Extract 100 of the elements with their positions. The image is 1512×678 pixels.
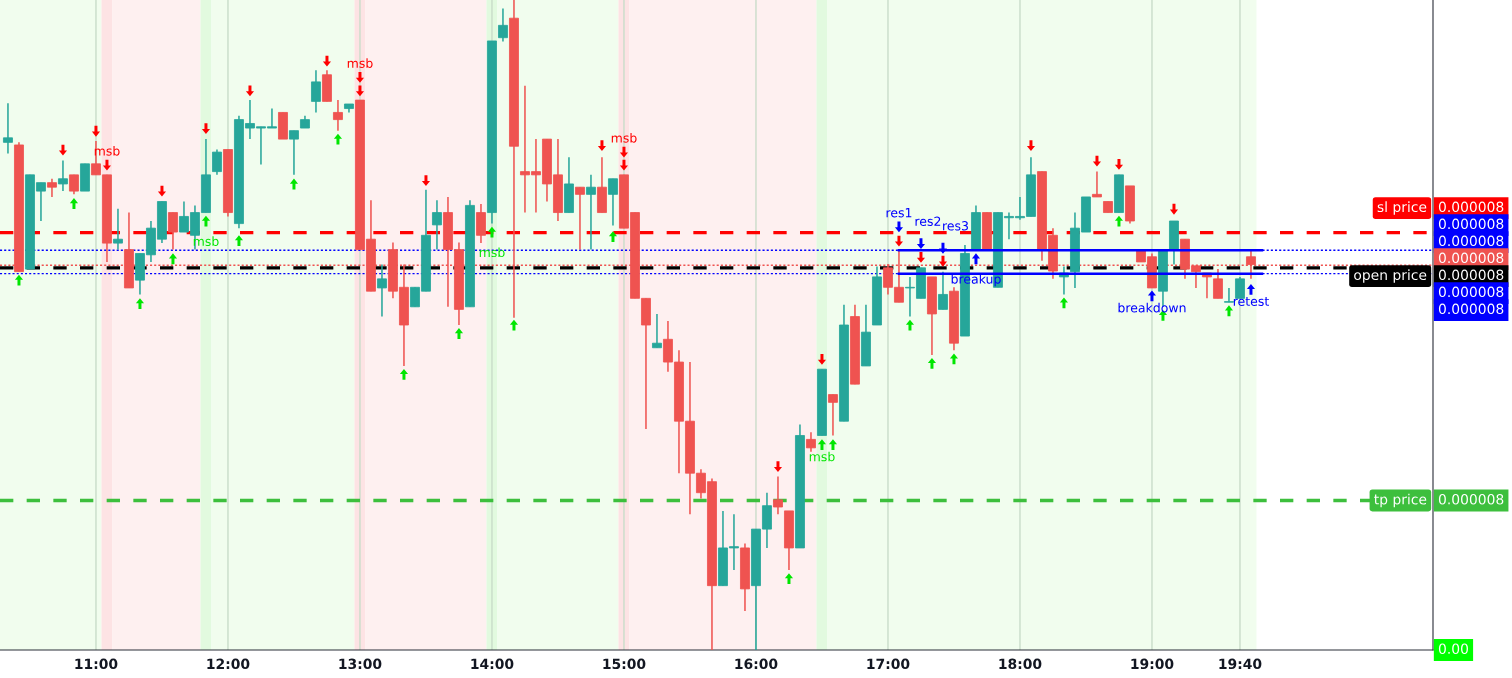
candlestick bbox=[575, 186, 585, 251]
point bbox=[454, 328, 464, 339]
point bbox=[1114, 158, 1124, 170]
ref-line-label: open price bbox=[1354, 269, 1427, 283]
point bbox=[102, 159, 112, 171]
candlestick bbox=[168, 211, 178, 251]
point bbox=[1147, 290, 1157, 302]
point bbox=[619, 146, 629, 158]
text: 0.00 bbox=[1438, 643, 1468, 655]
text: 0.000008 bbox=[1438, 303, 1504, 315]
point bbox=[938, 242, 948, 254]
point bbox=[905, 319, 915, 331]
candlestick bbox=[498, 7, 508, 43]
point bbox=[58, 144, 68, 156]
candlestick bbox=[828, 393, 838, 437]
candlestick bbox=[608, 177, 618, 227]
point bbox=[487, 226, 497, 238]
point bbox=[894, 221, 904, 233]
point bbox=[938, 255, 948, 267]
candlestick bbox=[333, 99, 343, 132]
candlestick bbox=[652, 313, 662, 349]
point bbox=[971, 253, 981, 265]
text: 0.000008 bbox=[1438, 286, 1504, 298]
annotation: breakdown bbox=[1118, 302, 1186, 313]
x-tick-label: 12:00 bbox=[207, 658, 250, 670]
annotation: msb bbox=[94, 145, 120, 156]
point bbox=[1059, 297, 1069, 309]
text: 0.000008 bbox=[1438, 252, 1504, 264]
point bbox=[355, 85, 365, 97]
point bbox=[201, 123, 211, 135]
candlestick bbox=[47, 177, 57, 198]
point bbox=[784, 573, 794, 584]
point bbox=[168, 253, 178, 265]
point bbox=[916, 238, 926, 250]
point bbox=[69, 198, 79, 209]
point bbox=[1114, 215, 1124, 227]
candlestick bbox=[113, 207, 123, 251]
text: 0.000008 bbox=[1438, 235, 1504, 247]
text: 0.000008 bbox=[1438, 218, 1504, 230]
point bbox=[608, 231, 618, 243]
point bbox=[1092, 155, 1102, 167]
point bbox=[157, 185, 167, 197]
point bbox=[1246, 283, 1256, 295]
candlestick bbox=[69, 174, 79, 196]
point bbox=[619, 159, 629, 171]
ref-line-label: tp price bbox=[1374, 493, 1427, 508]
point bbox=[597, 140, 607, 151]
x-tick-label: 16:00 bbox=[735, 658, 778, 670]
candlestick bbox=[586, 174, 596, 251]
point bbox=[355, 71, 365, 83]
point bbox=[322, 55, 332, 67]
x-tick-label: 18:00 bbox=[999, 658, 1042, 670]
point bbox=[1169, 203, 1179, 215]
point bbox=[916, 251, 926, 263]
annotation: msb bbox=[611, 132, 637, 143]
point bbox=[135, 298, 145, 310]
annotation: retest bbox=[1233, 297, 1269, 306]
x-tick-label: 19:40 bbox=[1219, 658, 1262, 670]
point bbox=[201, 215, 211, 227]
x-tick-label: 14:00 bbox=[471, 658, 514, 670]
point bbox=[245, 85, 255, 97]
point bbox=[399, 369, 409, 380]
candlestick bbox=[476, 203, 486, 244]
ref-line-label: sl price bbox=[1377, 201, 1427, 215]
candlestick bbox=[1213, 268, 1223, 300]
x-tick-label: 19:00 bbox=[1131, 658, 1174, 670]
annotation: msb bbox=[347, 58, 373, 68]
x-tick-label: 17:00 bbox=[867, 658, 910, 670]
annotation: res2 bbox=[915, 216, 941, 226]
x-tick-label: 15:00 bbox=[603, 658, 646, 670]
point bbox=[1026, 140, 1036, 151]
candlestick bbox=[806, 431, 816, 453]
point bbox=[234, 235, 244, 246]
point bbox=[828, 439, 838, 451]
annotation: res1 bbox=[886, 208, 912, 218]
point bbox=[91, 125, 101, 137]
x-tick-label: 13:00 bbox=[339, 658, 382, 670]
point bbox=[421, 175, 431, 187]
point bbox=[927, 357, 937, 369]
candlestick bbox=[3, 102, 13, 155]
candlestick bbox=[1224, 287, 1234, 304]
point bbox=[509, 319, 519, 331]
annotation: res3 bbox=[943, 221, 968, 231]
candlestick bbox=[1092, 170, 1102, 198]
candlestick bbox=[377, 263, 387, 318]
point bbox=[14, 274, 24, 286]
candlestick bbox=[773, 475, 783, 515]
text: 0.000008 bbox=[1438, 201, 1504, 213]
text: 0.000008 bbox=[1438, 269, 1504, 281]
candlestick bbox=[289, 129, 299, 176]
text: 0.000008 bbox=[1438, 494, 1504, 505]
point bbox=[894, 235, 904, 247]
annotation: msb bbox=[479, 247, 505, 258]
candlestick bbox=[212, 148, 222, 176]
candlestick bbox=[58, 159, 68, 192]
point bbox=[289, 178, 299, 190]
point bbox=[949, 353, 959, 365]
x-tick-label: 11:00 bbox=[75, 658, 118, 670]
point bbox=[817, 439, 827, 451]
candlestick bbox=[432, 199, 442, 251]
